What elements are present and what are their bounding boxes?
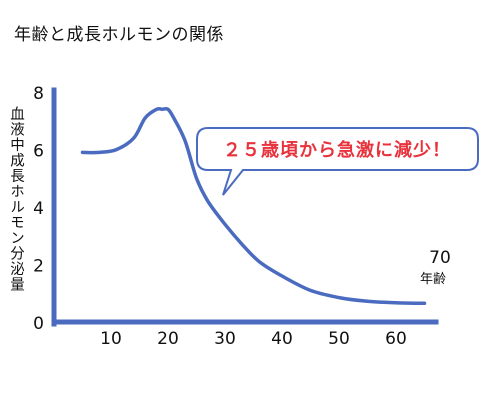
chart-title: 年齢と成長ホルモンの関係 [14,25,224,45]
x-axis-unit-label: 年齢 [420,272,447,287]
x-tick-label-50: 50 [328,329,350,349]
axes [51,87,439,327]
x-tick-label-30: 30 [214,329,236,349]
x-tick-label-70: 70 [429,248,451,268]
y-axis-label: 血液中成長ホルモン分泌量 [8,106,24,292]
series-layer [80,106,427,306]
callout-bubble [196,127,479,196]
growth-hormone-line [80,106,427,306]
y-tick-label-2: 2 [33,257,44,277]
x-tick-label-20: 20 [157,329,179,349]
y-tick-label-6: 6 [33,142,44,162]
y-tick-label-4: 4 [33,199,44,219]
y-tick-label-8: 8 [33,84,44,104]
annotation-text: ２５歳頃から急激に減少！ [223,139,451,161]
y-tick-label-0: 0 [33,314,44,334]
x-tick-label-10: 10 [100,329,122,349]
x-tick-label-40: 40 [271,329,293,349]
annotation-callout: ２５歳頃から急激に減少！ [196,127,479,196]
x-tick-label-60: 60 [385,329,407,349]
tick-labels: 0 2 4 6 8 10 20 30 40 50 60 70 [33,84,451,349]
